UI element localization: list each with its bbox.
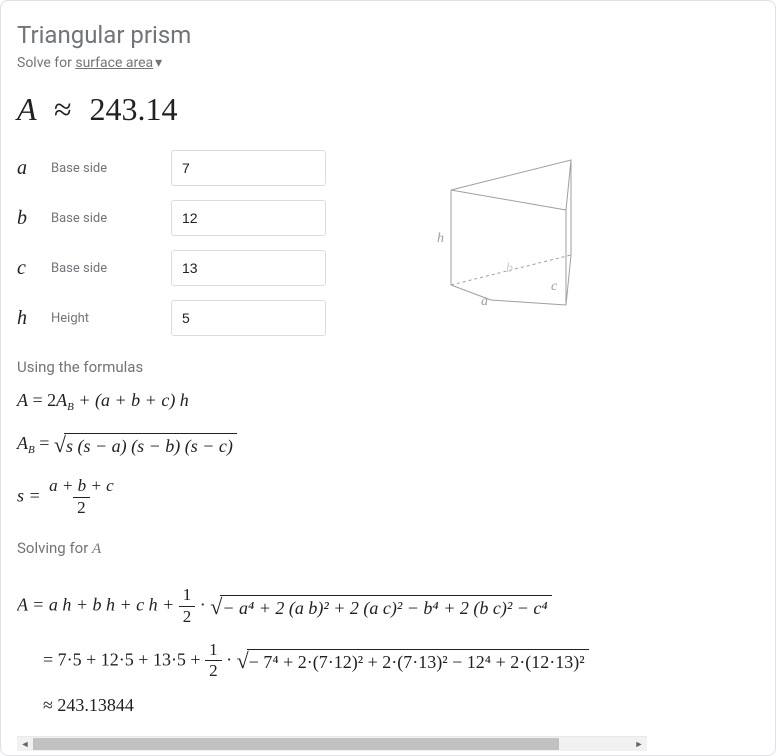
f1-tail: + (a + b + c) h: [74, 390, 189, 410]
half-d2: 2: [205, 660, 222, 681]
f1-pre: = 2: [28, 390, 56, 410]
formula-semi: s = a + b + c2: [17, 477, 759, 517]
section-solving: Solving for A: [17, 539, 759, 558]
scroll-track[interactable]: [33, 737, 631, 751]
result-value: 243.14: [90, 91, 178, 127]
f1-sub: B: [67, 401, 74, 413]
prism-svg: a b c h: [421, 150, 601, 320]
diagram-label-a: a: [481, 294, 488, 309]
scroll-right-icon[interactable]: ►: [631, 739, 647, 750]
params-and-diagram: a Base side b Base side c Base side h He…: [17, 150, 759, 336]
formula-area: A = 2AB + (a + b + c) h: [17, 390, 759, 413]
s2-lhs: = 7·5 + 12·5 + 13·5 +: [43, 649, 205, 669]
solving-block: A = a h + b h + c h + 12 · √ − a⁴ + 2 (a…: [17, 572, 647, 736]
param-input-b[interactable]: [171, 200, 326, 236]
horizontal-scrollbar[interactable]: ◄ ►: [17, 736, 647, 751]
half-fraction: 12: [205, 641, 222, 681]
s1-rad: − a⁴ + 2 (a b)² + 2 (a c)² − b⁴ + 2 (b c…: [220, 595, 551, 619]
solve-prefix: Solve for: [17, 55, 75, 71]
chevron-down-icon: ▾: [155, 55, 162, 71]
param-symbol: a: [17, 157, 41, 180]
solve-line1: A = a h + b h + c h + 12 · √ − a⁴ + 2 (a…: [17, 586, 647, 626]
prism-diagram: a b c h: [361, 150, 601, 324]
s1-lhs: A = a h + b h + c h +: [17, 595, 179, 615]
f2-rad: s (s − a) (s − b) (s − c): [64, 433, 237, 457]
sqrt-icon: √ − 7⁴ + 2·(7·12)² + 2·(7·13)² − 12⁴ + 2…: [237, 649, 589, 673]
fraction: a + b + c2: [45, 477, 118, 517]
param-label: Base side: [51, 161, 161, 176]
param-label: Base side: [51, 211, 161, 226]
solve-line2: = 7·5 + 12·5 + 13·5 + 12 · √ − 7⁴ + 2·(7…: [17, 641, 647, 681]
solving-sym: A: [92, 541, 101, 557]
param-symbol: h: [17, 307, 41, 330]
diagram-label-h: h: [437, 231, 444, 246]
f3-lhs: s =: [17, 485, 45, 505]
section-using-formulas: Using the formulas: [17, 358, 759, 376]
solve-for-dropdown[interactable]: surface area▾: [75, 55, 162, 71]
shape-title: Triangular prism: [17, 21, 759, 49]
param-label: Base side: [51, 261, 161, 276]
f2-eq: =: [35, 433, 54, 453]
half-n2: 1: [205, 641, 222, 661]
f1-ab: A: [56, 390, 67, 410]
param-input-a[interactable]: [171, 150, 326, 186]
sqrt-icon: √ − a⁴ + 2 (a b)² + 2 (a c)² − b⁴ + 2 (b…: [210, 595, 551, 619]
f2-sub: B: [28, 444, 35, 456]
diagram-label-c: c: [551, 279, 558, 294]
solve-line3: ≈ 243.13844: [17, 695, 647, 716]
f3-den: 2: [73, 497, 90, 518]
half-n: 1: [179, 586, 196, 606]
diagram-label-b: b: [506, 261, 513, 276]
param-grid: a Base side b Base side c Base side h He…: [17, 150, 331, 336]
solving-prefix: Solving for: [17, 539, 92, 557]
calculator-card: Triangular prism Solve for surface area▾…: [0, 0, 776, 756]
f2-ab: A: [17, 433, 28, 453]
param-input-c[interactable]: [171, 250, 326, 286]
param-symbol: b: [17, 207, 41, 230]
result-symbol: A: [17, 91, 36, 127]
f3-num: a + b + c: [45, 477, 118, 497]
scroll-left-icon[interactable]: ◄: [17, 739, 33, 750]
sqrt-icon: √s (s − a) (s − b) (s − c): [54, 433, 237, 457]
half-d: 2: [179, 606, 196, 627]
solve-for-label: surface area: [75, 55, 153, 71]
formula-heron: AB = √s (s − a) (s − b) (s − c): [17, 433, 759, 457]
solve-for-row: Solve for surface area▾: [17, 55, 759, 71]
s2-rad: − 7⁴ + 2·(7·12)² + 2·(7·13)² − 12⁴ + 2·(…: [247, 649, 589, 673]
param-input-h[interactable]: [171, 300, 326, 336]
param-label: Height: [51, 311, 161, 326]
scroll-thumb[interactable]: [33, 738, 559, 750]
half-fraction: 12: [179, 586, 196, 626]
approx-sign: ≈: [54, 91, 72, 127]
result-row: A ≈ 243.14: [17, 91, 759, 128]
f1-lhs: A: [17, 390, 28, 410]
param-symbol: c: [17, 257, 41, 280]
